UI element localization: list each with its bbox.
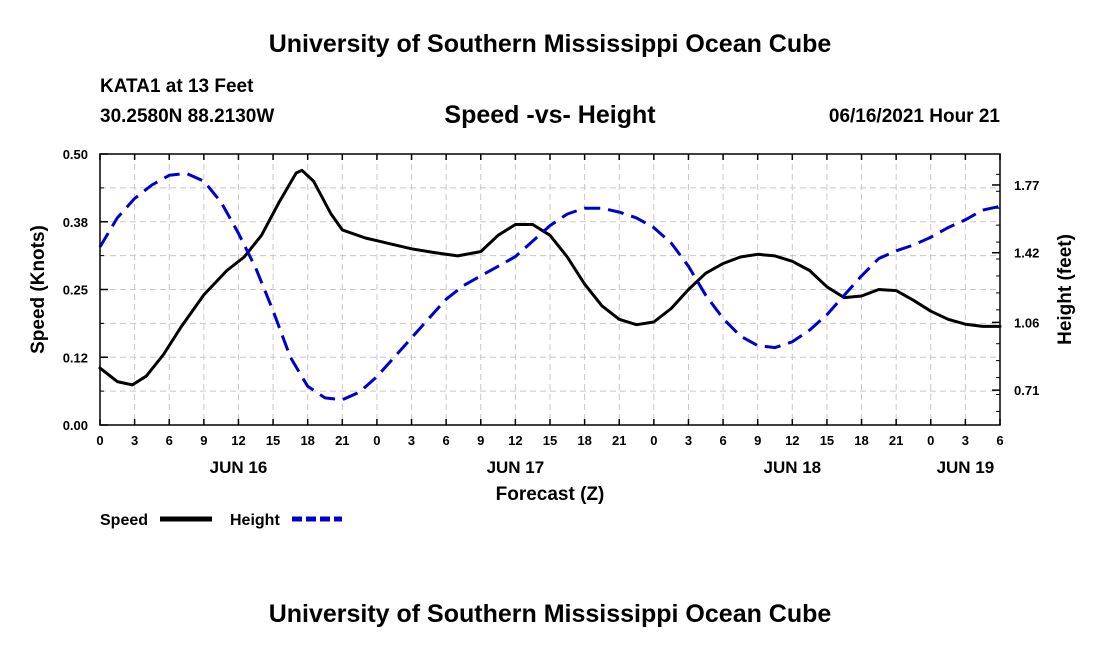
x-tick-label: 12 (508, 433, 522, 448)
y-right-tick-label: 1.06 (1014, 315, 1039, 330)
axis-tick-labels: 0 3 6 9 12 15 18 21 0 3 6 9 12 15 18 21 0 3 6 9 12 15 18 21 0 3 6J… (63, 147, 1040, 477)
y-axis-right-label: Height (feet) (1055, 234, 1076, 345)
chart-title: Speed -vs- Height (444, 101, 656, 129)
axis-ticks (99, 153, 1001, 426)
x-tick-label: 3 (962, 433, 969, 448)
station-label: KATA1 at 13 Feet (100, 76, 254, 97)
y-left-tick-label: 0.00 (63, 418, 88, 433)
x-tick-label: 6 (719, 433, 726, 448)
x-tick-label: 12 (231, 433, 245, 448)
x-tick-label: 0 (927, 433, 934, 448)
y-left-tick-label: 0.12 (63, 350, 88, 365)
x-tick-label: 15 (820, 433, 834, 448)
top-title: University of Southern Mississippi Ocean… (268, 30, 832, 58)
x-tick-label: 9 (477, 433, 484, 448)
series-lines (98, 168, 1002, 402)
x-tick-label: 0 (96, 433, 103, 448)
station-coords: 30.2580N 88.2130W (100, 106, 275, 127)
x-tick-label: 3 (685, 433, 692, 448)
x-tick-label: 15 (543, 433, 557, 448)
x-axis-label: Forecast (Z) (496, 484, 605, 505)
x-tick-label: 18 (854, 433, 868, 448)
x-tick-label: 6 (443, 433, 450, 448)
forecast-datetime: 06/16/2021 Hour 21 (828, 106, 1000, 127)
day-label: JUN 17 (487, 458, 545, 477)
x-tick-label: 21 (612, 433, 626, 448)
day-label: JUN 19 (937, 458, 995, 477)
x-tick-label: 9 (200, 433, 207, 448)
legend-label-speed: Speed (100, 512, 148, 529)
x-tick-label: 21 (889, 433, 903, 448)
x-tick-label: 21 (335, 433, 349, 448)
x-tick-label: 0 (650, 433, 657, 448)
y-axis-left-label: Speed (Knots) (28, 225, 49, 354)
series-line-speed (98, 168, 1002, 387)
grid-lines (99, 153, 1001, 426)
legend: Speed Height (100, 512, 342, 529)
series-line-height (98, 171, 1001, 402)
x-tick-label: 18 (300, 433, 314, 448)
x-tick-label: 0 (373, 433, 380, 448)
x-tick-label: 12 (785, 433, 799, 448)
y-left-tick-label: 0.50 (63, 147, 88, 162)
legend-label-height: Height (230, 512, 280, 529)
day-label: JUN 18 (763, 458, 821, 477)
y-right-tick-label: 1.42 (1014, 246, 1039, 261)
x-tick-label: 3 (408, 433, 415, 448)
bottom-title: University of Southern Mississippi Ocean… (268, 600, 832, 628)
y-left-tick-label: 0.25 (63, 283, 88, 298)
x-tick-label: 15 (266, 433, 280, 448)
x-tick-label: 6 (166, 433, 173, 448)
y-left-tick-label: 0.38 (63, 215, 88, 230)
x-tick-label: 9 (754, 433, 761, 448)
y-right-tick-label: 0.71 (1014, 383, 1039, 398)
x-tick-label: 18 (577, 433, 591, 448)
y-right-tick-label: 1.77 (1014, 178, 1039, 193)
day-label: JUN 16 (210, 458, 268, 477)
x-tick-label: 3 (131, 433, 138, 448)
x-tick-label: 6 (996, 433, 1003, 448)
